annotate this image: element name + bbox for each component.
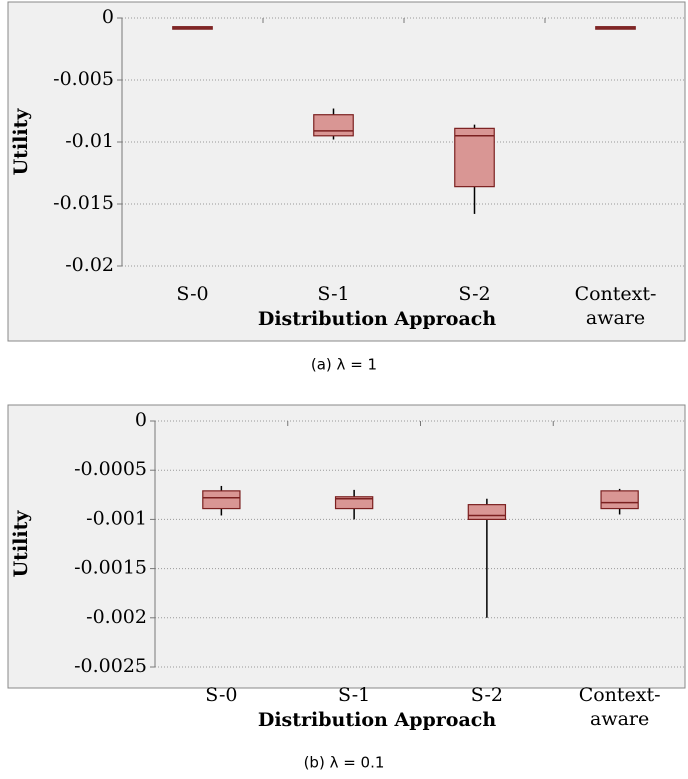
caption: (a) λ = 1	[311, 356, 377, 374]
y-tick-label: -0.015	[53, 192, 114, 214]
x-tick-label: S-1	[338, 684, 370, 706]
y-tick-label: 0	[102, 6, 114, 28]
y-tick-label: -0.01	[65, 130, 114, 152]
y-tick-label: -0.002	[86, 606, 147, 628]
x-tick-label: Context-aware	[575, 283, 657, 329]
y-tick-label: 0	[135, 409, 147, 431]
y-axis-label: Utility	[10, 108, 32, 176]
box	[467, 504, 507, 521]
box	[202, 490, 241, 510]
chart-frame	[7, 404, 686, 689]
x-tick-label-line: aware	[586, 307, 645, 329]
x-axis-label: Distribution Approach	[258, 308, 496, 330]
y-tick-label: -0.0025	[74, 655, 147, 677]
x-tick-label: S-2	[471, 684, 503, 706]
x-axis-label: Distribution Approach	[258, 709, 496, 731]
x-tick-label: Context-aware	[579, 684, 661, 730]
x-tick-label-line: Context-	[575, 283, 657, 305]
y-tick-label: -0.02	[65, 254, 114, 276]
y-tick-label: -0.0015	[74, 557, 147, 579]
y-axis-label: Utility	[10, 510, 32, 578]
caption: (b) λ = 0.1	[304, 754, 385, 772]
y-tick-label: -0.001	[86, 507, 147, 529]
x-tick-label: S-0	[205, 684, 237, 706]
box	[454, 127, 495, 188]
box	[334, 496, 374, 510]
x-tick-label: S-2	[458, 283, 490, 305]
box	[600, 490, 639, 510]
y-tick-label: -0.005	[53, 68, 114, 90]
x-tick-label-line: aware	[590, 708, 649, 730]
y-tick-label: -0.0005	[74, 458, 147, 480]
chart-frame	[7, 1, 686, 342]
x-tick-label-line: Context-	[579, 684, 661, 706]
x-tick-label: S-1	[317, 283, 349, 305]
box	[313, 114, 354, 137]
x-tick-label: S-0	[176, 283, 208, 305]
